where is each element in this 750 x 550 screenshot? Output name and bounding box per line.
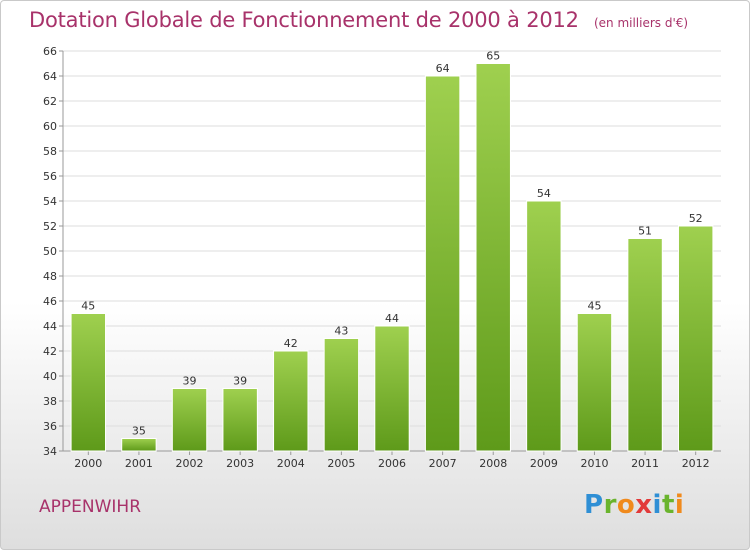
data-label-2006: 44 [385,312,399,325]
data-label-2005: 43 [334,325,348,338]
x-tick-label-2007: 2007 [429,457,457,470]
bar-layer [70,63,714,452]
chart-title: Dotation Globale de Fonctionnement de 20… [29,8,579,32]
bar-2001 [121,438,157,452]
x-tick-label-2003: 2003 [226,457,254,470]
bar-2009 [526,200,562,452]
x-tick-label-2010: 2010 [580,457,608,470]
y-tick-label: 50 [43,245,57,258]
y-tick-label: 52 [43,220,57,233]
proxiti-logo: Proxiti [584,490,685,520]
data-label-2007: 64 [436,62,450,75]
y-tick-label: 64 [43,70,57,83]
data-label-2011: 51 [638,225,652,238]
x-tick-label-2000: 2000 [74,457,102,470]
y-tick-label: 44 [43,320,57,333]
y-tick-label: 54 [43,195,57,208]
y-tick-label: 38 [43,395,57,408]
y-tick-label: 66 [43,45,57,58]
y-tick-label: 60 [43,120,57,133]
label-layer: 45 35 39 39 42 43 44 64 65 54 45 51 52 [81,50,702,438]
bar-2000 [70,313,107,452]
x-tick-label-2011: 2011 [631,457,659,470]
x-tick-label-2008: 2008 [479,457,507,470]
data-label-2001: 35 [132,425,146,438]
x-tick-label-2004: 2004 [277,457,305,470]
bar-2010 [576,313,613,452]
bar-2002 [171,388,208,452]
x-tick-label-2005: 2005 [327,457,355,470]
chart-title-row: Dotation Globale de Fonctionnement de 20… [29,8,688,32]
bar-2005 [323,338,360,452]
bar-2012 [677,225,714,452]
y-tick-label: 56 [43,170,57,183]
y-tick-label: 46 [43,295,57,308]
data-label-2010: 45 [587,300,601,313]
bar-2008 [475,63,511,452]
y-tick-label: 34 [43,445,57,458]
data-label-2004: 42 [284,337,298,350]
data-label-2012: 52 [689,212,703,225]
bar-2003 [222,388,258,452]
y-tick-label: 48 [43,270,57,283]
data-label-2008: 65 [486,50,500,63]
commune-name: APPENWIHR [39,497,142,517]
x-tick-label-2001: 2001 [125,457,153,470]
data-label-2002: 39 [183,375,197,388]
data-label-2003: 39 [233,375,247,388]
y-tick-label: 40 [43,370,57,383]
bar-2011 [627,238,663,452]
y-tick-label: 36 [43,420,57,433]
y-tick-label: 58 [43,145,57,158]
x-tick-label-2009: 2009 [530,457,558,470]
bar-2004 [273,350,309,452]
chart-subtitle: (en milliers d'€) [593,16,689,30]
data-label-2000: 45 [81,300,95,313]
data-label-2009: 54 [537,187,551,200]
y-tick-label: 62 [43,95,57,108]
bar-2006 [374,325,410,452]
x-tick-label-2012: 2012 [682,457,710,470]
y-tick-label: 42 [43,345,57,358]
x-tick-label-2006: 2006 [378,457,406,470]
x-tick-label-2002: 2002 [176,457,204,470]
bar-2007 [424,75,461,452]
